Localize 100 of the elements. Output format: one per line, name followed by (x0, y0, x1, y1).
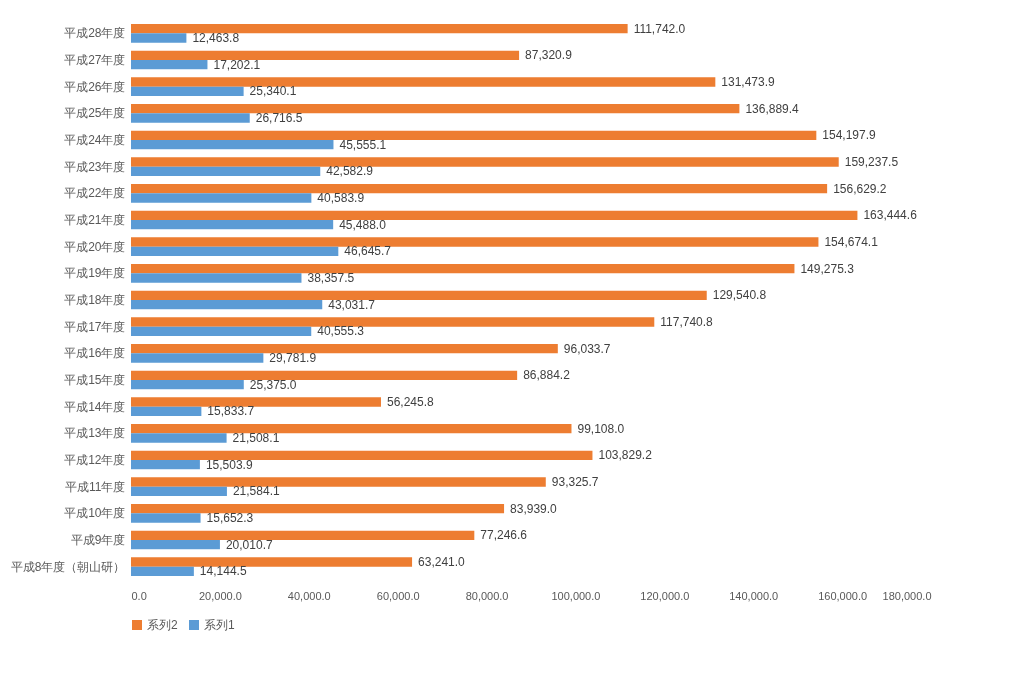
data-label: 77,246.6 (480, 528, 528, 543)
x-tick-label: 100,000.0 (551, 589, 601, 602)
data-label: 45,555.1 (339, 137, 387, 152)
bar (131, 77, 716, 87)
bar (131, 104, 740, 114)
bar (131, 300, 323, 310)
data-label: 159,237.5 (844, 155, 899, 169)
data-label: 87,320.9 (525, 48, 573, 63)
bar (131, 317, 655, 327)
bar (131, 540, 220, 550)
data-label: 26,716.5 (255, 111, 303, 125)
data-label: 56,245.8 (386, 395, 435, 409)
y-tick-label: 平成24年度 (64, 133, 126, 147)
bar (131, 264, 795, 274)
y-tick-label: 平成8年度（朝山研） (10, 559, 126, 574)
bar (131, 237, 819, 247)
bar (131, 344, 558, 354)
bar (131, 477, 546, 487)
data-label: 63,241.0 (418, 555, 466, 569)
y-tick-label: 平成18年度 (64, 293, 126, 307)
y-tick-label: 平成27年度 (64, 53, 126, 67)
bar (131, 397, 381, 407)
y-tick-label: 平成15年度 (64, 373, 126, 387)
data-label: 99,108.0 (577, 421, 625, 436)
y-tick-label: 平成25年度 (64, 106, 126, 121)
y-tick-label: 平成16年度 (64, 346, 126, 361)
data-label: 156,629.2 (833, 181, 887, 196)
data-label: 154,674.1 (824, 235, 879, 249)
bar (131, 33, 187, 43)
data-label: 86,884.2 (523, 368, 571, 383)
data-label: 131,473.9 (721, 75, 776, 89)
bar (131, 460, 200, 470)
bar (131, 246, 339, 256)
bar (131, 60, 208, 70)
bar (131, 450, 593, 460)
data-label: 103,829.2 (598, 448, 653, 463)
legend-label: 系列2 (147, 618, 178, 632)
x-tick-label: 160,000.0 (818, 589, 868, 602)
data-label: 12,463.8 (192, 31, 240, 45)
data-label: 29,781.9 (269, 351, 317, 365)
data-label: 163,444.6 (863, 208, 918, 223)
data-label: 15,833.7 (207, 404, 255, 419)
y-tick-label: 平成26年度 (64, 79, 126, 94)
data-label: 25,375.0 (249, 377, 297, 392)
x-tick-label: 120,000.0 (640, 589, 690, 602)
bar (131, 220, 334, 230)
data-label: 14,144.5 (199, 564, 247, 579)
y-tick-label: 平成28年度 (64, 26, 126, 41)
data-label: 21,584.1 (232, 484, 280, 499)
y-tick-label: 平成13年度 (64, 426, 126, 441)
data-label: 96,033.7 (563, 341, 611, 356)
y-tick-label: 平成19年度 (64, 266, 126, 281)
data-label: 17,202.1 (213, 57, 261, 72)
bar (131, 210, 858, 220)
y-tick-label: 平成14年度 (64, 399, 126, 414)
x-tick-label: 180,000.0 (882, 589, 932, 602)
data-label: 40,583.9 (317, 191, 365, 205)
x-tick-label: 20,000.0 (198, 589, 242, 602)
data-label: 111,742.0 (633, 21, 686, 36)
y-tick-label: 平成23年度 (64, 159, 126, 174)
data-label: 154,197.9 (822, 128, 877, 143)
y-tick-label: 平成10年度 (64, 506, 126, 521)
bar (131, 193, 312, 203)
bar (131, 24, 628, 34)
bar (131, 557, 413, 567)
bar (131, 424, 572, 434)
data-label: 117,740.8 (660, 315, 714, 329)
x-tick-label: 140,000.0 (729, 589, 779, 602)
y-tick-label: 平成17年度 (64, 319, 126, 334)
bar (131, 273, 302, 283)
x-tick-label: 60,000.0 (376, 589, 420, 602)
legend-label: 系列1 (204, 618, 235, 632)
data-label: 25,340.1 (249, 84, 297, 99)
bar (131, 326, 312, 336)
x-tick-label: 40,000.0 (287, 589, 331, 602)
y-tick-label: 平成20年度 (64, 239, 126, 254)
bar (131, 566, 194, 576)
data-label: 93,325.7 (551, 475, 599, 489)
bar (131, 86, 244, 96)
bar (131, 486, 227, 496)
bar (131, 166, 321, 176)
bar (131, 157, 839, 167)
bar (131, 50, 520, 60)
y-tick-label: 平成12年度 (64, 453, 126, 467)
bar (131, 184, 828, 194)
y-tick-label: 平成9年度 (70, 533, 126, 547)
y-tick-label: 平成11年度 (65, 479, 126, 494)
data-label: 43,031.7 (328, 297, 376, 312)
y-tick-label: 平成21年度 (64, 213, 126, 227)
bar (131, 353, 264, 363)
bar (131, 370, 518, 380)
data-label: 15,503.9 (205, 457, 253, 472)
bar (131, 140, 334, 150)
data-label: 83,939.0 (510, 501, 558, 516)
bar (131, 513, 201, 523)
bar (131, 530, 475, 540)
data-label: 42,582.9 (326, 164, 374, 179)
bar (131, 433, 227, 443)
bar (131, 113, 250, 123)
data-label: 45,488.0 (339, 217, 387, 232)
